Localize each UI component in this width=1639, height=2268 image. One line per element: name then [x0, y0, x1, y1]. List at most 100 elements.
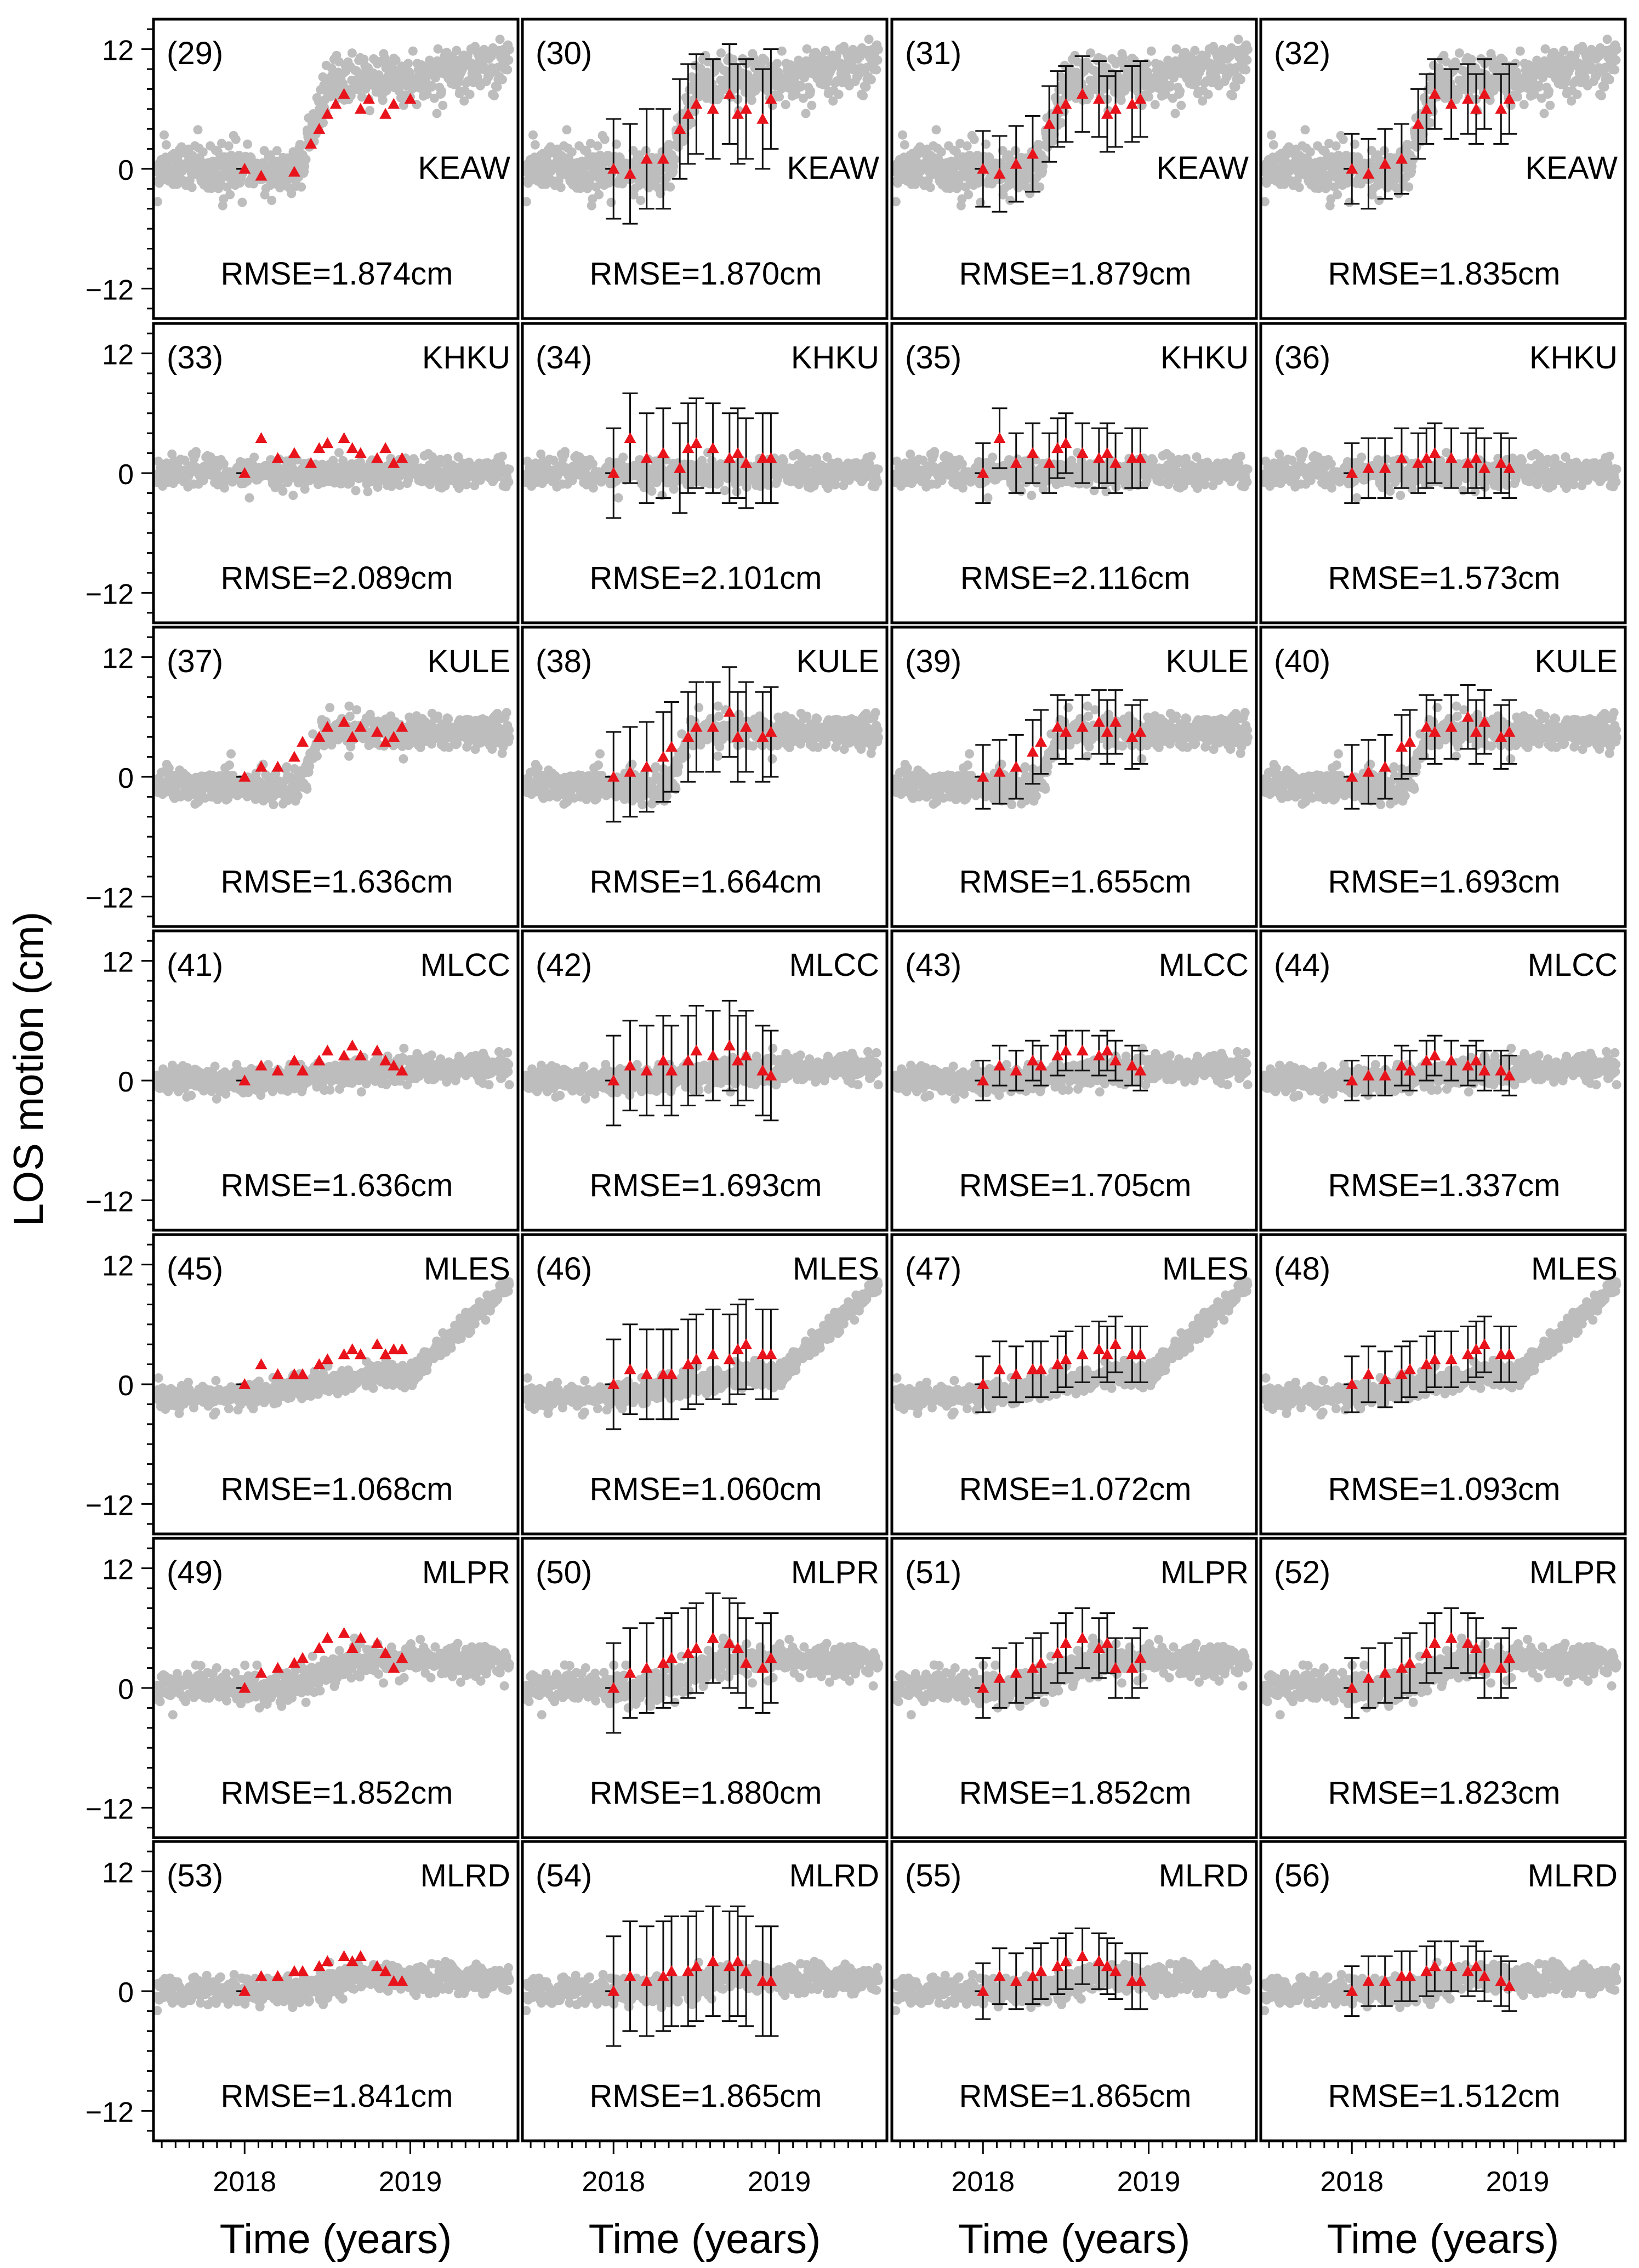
insar-point: [388, 98, 400, 109]
gnss-point: [213, 147, 223, 157]
insar-point: [321, 107, 334, 119]
insar-point: [756, 113, 769, 124]
insar-point: [624, 168, 636, 179]
gnss-point: [223, 182, 232, 192]
gnss-point: [410, 456, 420, 465]
gnss-point: [1203, 89, 1213, 99]
gnss-point: [1515, 46, 1525, 56]
insar-point: [765, 452, 777, 463]
gnss-point: [720, 486, 730, 496]
gnss-point: [1181, 453, 1191, 463]
insar-point: [1109, 457, 1122, 468]
gnss-point: [1179, 481, 1188, 491]
gnss-point: [892, 197, 901, 207]
gnss-point: [1529, 89, 1539, 99]
gnss-point: [267, 196, 277, 205]
gnss-point: [1048, 137, 1057, 146]
gnss-point: [1236, 75, 1245, 84]
insar-point: [1134, 93, 1147, 104]
gnss-point: [1305, 147, 1315, 157]
y-tick-label: 12: [102, 339, 134, 371]
insar-point: [993, 432, 1006, 444]
gnss-point: [772, 59, 782, 69]
panel-plot-area: [892, 35, 1253, 213]
gnss-point: [958, 483, 968, 493]
insar-point: [313, 123, 326, 134]
gnss-point: [334, 448, 344, 458]
gnss-point: [760, 55, 770, 65]
gnss-point: [1454, 48, 1464, 58]
gnss-point: [732, 487, 742, 497]
panel-frame: [521, 322, 889, 624]
gnss-point: [1016, 486, 1026, 496]
gnss-point: [300, 484, 310, 494]
gnss-point: [822, 452, 832, 462]
insar-point: [338, 88, 350, 99]
gnss-point: [1198, 96, 1208, 106]
panel-frame: [1259, 18, 1627, 320]
gnss-point: [1333, 190, 1342, 200]
gnss-point: [160, 130, 169, 140]
gnss-point: [347, 48, 357, 58]
insar-point: [1126, 452, 1139, 463]
y-tick-label: −12: [86, 578, 134, 610]
gnss-point: [1330, 182, 1339, 192]
gnss-point: [1299, 447, 1308, 457]
panel-plot-area: [153, 432, 514, 503]
insar-point: [607, 467, 620, 478]
gnss-point: [1513, 92, 1522, 102]
insar-point: [271, 452, 284, 463]
panel-number: (33): [167, 340, 223, 376]
gnss-point: [588, 483, 598, 493]
y-axis-label: LOS motion (cm): [5, 912, 52, 1226]
gnss-point: [861, 82, 871, 92]
y-tick-label: −12: [86, 274, 134, 306]
gnss-point: [806, 86, 816, 96]
gnss-point: [1268, 140, 1278, 150]
gnss-point: [395, 480, 405, 490]
panel-plot-area: [1261, 35, 1621, 211]
insar-series: [238, 432, 408, 478]
insar-point: [362, 93, 375, 104]
insar-point: [756, 452, 769, 463]
station-label: KEAW: [418, 150, 510, 186]
gnss-point: [560, 447, 570, 457]
insar-point: [1101, 447, 1113, 458]
insar-point: [1362, 168, 1375, 179]
gnss-point: [373, 482, 383, 492]
insar-point: [255, 432, 268, 444]
gnss-point: [1170, 109, 1180, 118]
gnss-point: [1352, 493, 1362, 503]
gnss-point: [983, 493, 993, 503]
gnss-point: [866, 451, 876, 461]
insar-point: [1092, 452, 1105, 463]
gnss-point: [288, 491, 298, 501]
gnss-point: [976, 197, 986, 207]
gnss-point: [1345, 197, 1355, 207]
insar-point: [1026, 447, 1039, 458]
gnss-point: [1165, 81, 1175, 90]
insar-point: [1043, 457, 1056, 468]
insar-point: [329, 98, 342, 109]
insar-point: [657, 152, 669, 164]
gnss-point: [453, 452, 463, 462]
insar-point: [1060, 437, 1072, 448]
insar-series: [1346, 88, 1516, 179]
insar-point: [674, 462, 686, 473]
gnss-point: [1610, 65, 1620, 75]
gnss-point: [988, 452, 998, 462]
insar-point: [1478, 88, 1491, 99]
insar-point: [288, 166, 300, 177]
gnss-point: [647, 486, 657, 496]
gnss-point: [1176, 100, 1186, 110]
gnss-point: [918, 456, 928, 465]
gnss-point: [1519, 100, 1529, 110]
insar-point: [305, 138, 317, 149]
insar-point: [313, 442, 326, 453]
gnss-point: [462, 480, 471, 490]
insar-point: [723, 452, 736, 463]
gnss-point: [593, 141, 602, 151]
insar-point: [1092, 93, 1105, 104]
